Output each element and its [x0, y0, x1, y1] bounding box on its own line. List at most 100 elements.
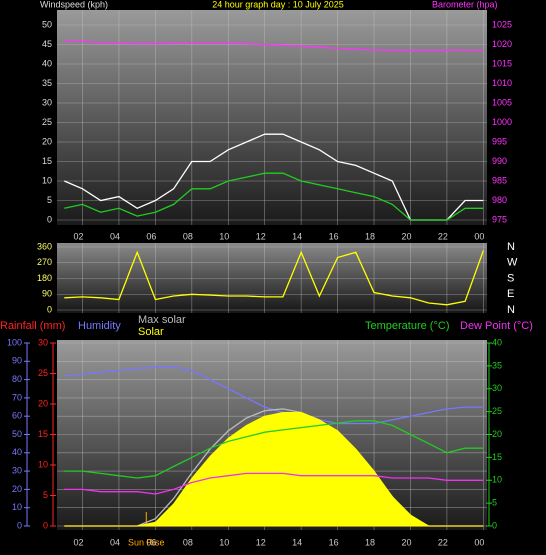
- y-tick-label: 90: [12, 356, 22, 366]
- y-tick-label: 0: [17, 520, 22, 530]
- x-tick-label: 08: [183, 537, 193, 547]
- y-tick-label: 990: [492, 156, 507, 166]
- y-tick-label: 70: [12, 392, 22, 402]
- y-tick-label: 10: [12, 502, 22, 512]
- x-tick-label: 08: [183, 231, 193, 241]
- y-tick-label: 50: [12, 429, 22, 439]
- x-tick-label: 14: [292, 231, 302, 241]
- y-tick-label: 20: [12, 484, 22, 494]
- line: [64, 172, 484, 221]
- x-tick-label: 12: [256, 537, 266, 547]
- y-label: Windspeed (kph): [40, 0, 108, 9]
- x-tick-label: 14: [292, 537, 302, 547]
- y-tick-label: 25: [42, 117, 52, 127]
- y-tick-label: 100: [7, 337, 22, 347]
- y-tick-label: 45: [42, 39, 52, 49]
- y-tick-label: 30: [12, 465, 22, 475]
- x-tick-label: 04: [110, 231, 120, 241]
- y-tick-label: 20: [38, 398, 48, 408]
- y-tick-label: 5: [43, 490, 48, 500]
- y-tick-label: 0: [492, 520, 497, 530]
- y-tick-label: 15: [38, 429, 48, 439]
- x-tick-label: 06: [146, 231, 156, 241]
- y-tick-label: 0: [43, 520, 48, 530]
- y-tick-label: 10: [42, 175, 52, 185]
- y-tick-label: W: [507, 257, 518, 269]
- x-tick-label: 16: [329, 537, 339, 547]
- y-tick-label: 30: [492, 383, 502, 393]
- y-tick-label: 80: [12, 374, 22, 384]
- line: [64, 250, 485, 306]
- legend-label: Max solar: [138, 314, 186, 326]
- y-tick-label: 5: [47, 195, 52, 205]
- line: [64, 472, 484, 495]
- y-tick-label: 975: [492, 214, 507, 224]
- x-tick-label: 20: [401, 537, 411, 547]
- y-tick-label: 360: [37, 241, 52, 251]
- y-tick-label: 0: [47, 304, 52, 314]
- title: 24 hour graph day : 10 July 2025: [212, 0, 344, 9]
- y-tick-label: 25: [492, 406, 502, 416]
- y-tick-label: 1015: [492, 58, 512, 68]
- legend-label: Temperature (°C): [365, 320, 449, 332]
- y-tick-label: 270: [37, 257, 52, 267]
- area: [64, 412, 484, 527]
- x-tick-label: 02: [74, 537, 84, 547]
- y-tick-label: 1000: [492, 117, 512, 127]
- y-tick-label: 1020: [492, 39, 512, 49]
- annotation-label: Sun Rise: [128, 537, 165, 547]
- y-tick-label: 60: [12, 411, 22, 421]
- y-tick-label: 5: [492, 498, 497, 508]
- x-tick-label: 18: [365, 537, 375, 547]
- y-tick-label: 10: [492, 475, 502, 485]
- y-tick-label: 1025: [492, 19, 512, 29]
- y-tick-label: 15: [492, 452, 502, 462]
- line: [64, 420, 484, 479]
- y-tick-label: 20: [492, 429, 502, 439]
- y-tick-label: E: [507, 288, 514, 300]
- x-tick-label: 12: [256, 231, 266, 241]
- x-tick-label: 22: [438, 231, 448, 241]
- y-tick-label: 1010: [492, 78, 512, 88]
- x-tick-label: 00: [474, 537, 484, 547]
- y-tick-label: 30: [42, 97, 52, 107]
- plot-background: [57, 243, 487, 313]
- y-tick-label: 25: [38, 368, 48, 378]
- y-tick-label: 50: [42, 19, 52, 29]
- y-tick-label: 20: [42, 136, 52, 146]
- y-tick-label: 40: [12, 447, 22, 457]
- x-tick-label: 20: [401, 231, 411, 241]
- x-tick-label: 16: [329, 231, 339, 241]
- legend-label: Solar: [138, 326, 164, 338]
- x-tick-label: 06: [146, 537, 156, 547]
- legend-label: Rainfall (mm): [0, 320, 65, 332]
- y-tick-label: 40: [42, 58, 52, 68]
- x-tick-label: 02: [74, 231, 84, 241]
- x-tick-label: 00: [474, 231, 484, 241]
- y-tick-label: 90: [42, 289, 52, 299]
- y-tick-label: 10: [38, 459, 48, 469]
- x-tick-label: 10: [219, 231, 229, 241]
- y-tick-label: 180: [37, 273, 52, 283]
- y-tick-label: 40: [492, 337, 502, 347]
- line: [64, 39, 484, 52]
- x-tick-label: 22: [438, 537, 448, 547]
- x-tick-label: 10: [219, 537, 229, 547]
- legend-label: Humidity: [78, 320, 121, 332]
- y-tick-label: 35: [492, 360, 502, 370]
- y-tick-label: 35: [42, 78, 52, 88]
- y-tick-label: S: [507, 272, 514, 284]
- y-tick-label: 980: [492, 195, 507, 205]
- y-tick-label: 0: [47, 214, 52, 224]
- plot-background: [57, 10, 487, 225]
- x-tick-label: 18: [365, 231, 375, 241]
- legend-label: Dew Point (°C): [460, 320, 533, 332]
- y-tick-label: 30: [38, 337, 48, 347]
- y-tick-label: 15: [42, 156, 52, 166]
- y-tick-label: 995: [492, 136, 507, 146]
- y-tick-label: N: [507, 241, 515, 253]
- x-tick-label: 04: [110, 537, 120, 547]
- y2-label: Barometer (hpa): [432, 0, 498, 9]
- y-tick-label: N: [507, 304, 515, 316]
